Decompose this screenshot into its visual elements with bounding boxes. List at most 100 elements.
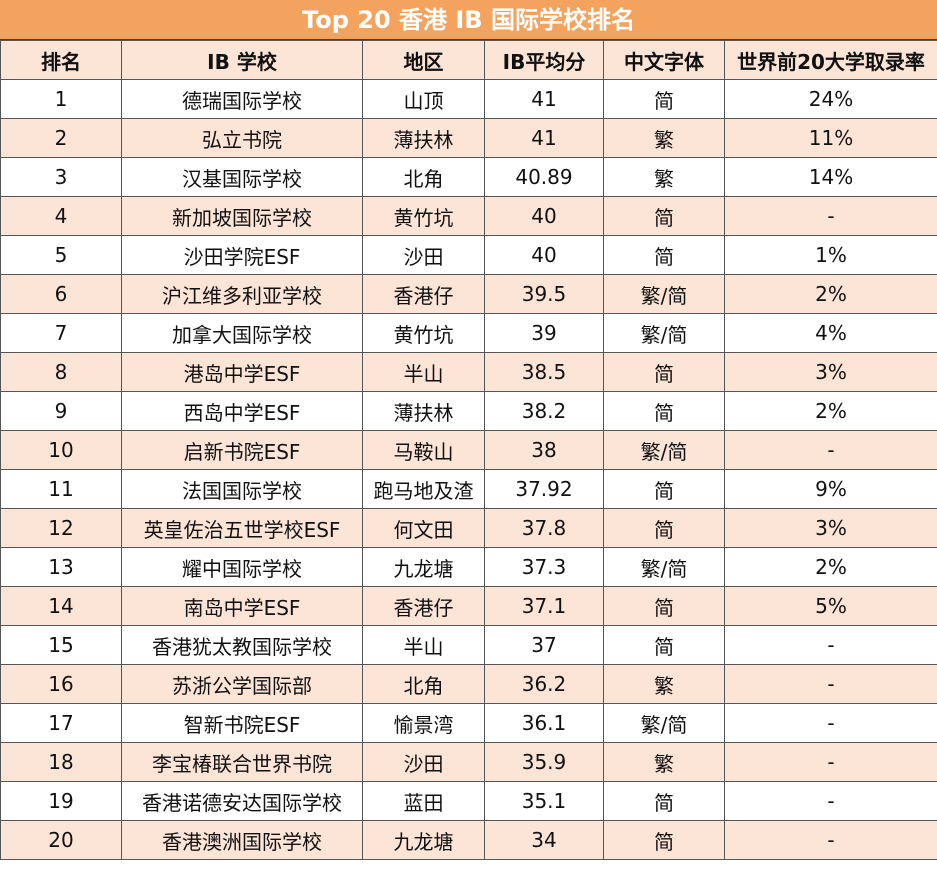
table-cell: 14 — [0, 586, 122, 626]
table-cell: 繁/简 — [603, 313, 725, 353]
table-cell: 加拿大国际学校 — [121, 313, 363, 353]
table-cell: 马鞍山 — [362, 430, 485, 470]
table-cell: 简 — [603, 391, 725, 431]
table-cell: 8 — [0, 352, 122, 392]
table-cell: 34 — [484, 820, 604, 860]
table-cell: 40.89 — [484, 157, 604, 197]
table-cell: 41 — [484, 79, 604, 119]
table-cell: 何文田 — [362, 508, 485, 548]
table-cell: 3% — [724, 508, 937, 548]
table-cell: 沙田 — [362, 235, 485, 275]
table-row: 13 耀中国际学校 九龙塘 37.3 繁/简 2% — [0, 547, 937, 587]
table-cell: 香港犹太教国际学校 — [121, 625, 363, 665]
header-cell: 世界前20大学取录率 — [724, 40, 937, 80]
table-cell: 7 — [0, 313, 122, 353]
table-cell: 38 — [484, 430, 604, 470]
table-cell: 37.8 — [484, 508, 604, 548]
table-cell: 2% — [724, 391, 937, 431]
table-cell: 薄扶林 — [362, 118, 485, 158]
table-cell: 39 — [484, 313, 604, 353]
table-cell: 9% — [724, 469, 937, 509]
table-cell: 李宝椿联合世界书院 — [121, 742, 363, 782]
table-cell: 简 — [603, 79, 725, 119]
table-cell: 香港澳洲国际学校 — [121, 820, 363, 860]
table-cell: 36.1 — [484, 703, 604, 743]
table-cell: 5% — [724, 586, 937, 626]
table-row: 15 香港犹太教国际学校 半山 37 简 - — [0, 625, 937, 665]
table-cell: 38.2 — [484, 391, 604, 431]
table-row: 20 香港澳洲国际学校 九龙塘 34 简 - — [0, 820, 937, 860]
table-cell: 启新书院ESF — [121, 430, 363, 470]
table-cell: 半山 — [362, 352, 485, 392]
table-cell: 37.1 — [484, 586, 604, 626]
header-cell: 地区 — [362, 40, 485, 80]
table-cell: 17 — [0, 703, 122, 743]
table-cell: 繁 — [603, 157, 725, 197]
table-cell: 41 — [484, 118, 604, 158]
table-row: 10 启新书院ESF 马鞍山 38 繁/简 - — [0, 430, 937, 470]
table-cell: 35.9 — [484, 742, 604, 782]
table-cell: 繁/简 — [603, 703, 725, 743]
table-row: 12 英皇佐治五世学校ESF 何文田 37.8 简 3% — [0, 508, 937, 548]
table-cell: 37.3 — [484, 547, 604, 587]
table-row: 1 德瑞国际学校 山顶 41 简 24% — [0, 79, 937, 119]
ranking-table: 排名 IB 学校 地区 IB平均分 中文字体 世界前20大学取录率 1 德瑞国际学校 山顶 41… — [0, 40, 937, 860]
table-cell: 19 — [0, 781, 122, 821]
table-row: 14 南岛中学ESF 香港仔 37.1 简 5% — [0, 586, 937, 626]
table-cell: 蓝田 — [362, 781, 485, 821]
table-cell: 简 — [603, 781, 725, 821]
table-cell: 智新书院ESF — [121, 703, 363, 743]
header-cell: 中文字体 — [603, 40, 725, 80]
table-cell: 24% — [724, 79, 937, 119]
table-cell: 38.5 — [484, 352, 604, 392]
table-cell: 5 — [0, 235, 122, 275]
table-cell: 简 — [603, 235, 725, 275]
table-cell: 4 — [0, 196, 122, 236]
table-cell: - — [724, 820, 937, 860]
table-cell: 繁 — [603, 118, 725, 158]
table-cell: - — [724, 703, 937, 743]
table-cell: 13 — [0, 547, 122, 587]
table-row: 7 加拿大国际学校 黄竹坑 39 繁/简 4% — [0, 313, 937, 353]
table-row: 18 李宝椿联合世界书院 沙田 35.9 繁 - — [0, 742, 937, 782]
table-cell: - — [724, 664, 937, 704]
table-cell: 1% — [724, 235, 937, 275]
table-cell: 耀中国际学校 — [121, 547, 363, 587]
table-cell: 35.1 — [484, 781, 604, 821]
table-cell: 11% — [724, 118, 937, 158]
table-cell: 繁/简 — [603, 274, 725, 314]
table-cell: 40 — [484, 196, 604, 236]
table-cell: 简 — [603, 469, 725, 509]
table-cell: 繁 — [603, 664, 725, 704]
header-cell: IB 学校 — [121, 40, 363, 80]
table-cell: 简 — [603, 586, 725, 626]
table-cell: 9 — [0, 391, 122, 431]
table-cell: 繁 — [603, 742, 725, 782]
table-cell: 20 — [0, 820, 122, 860]
table-row: 2 弘立书院 薄扶林 41 繁 11% — [0, 118, 937, 158]
table-row: 6 沪江维多利亚学校 香港仔 39.5 繁/简 2% — [0, 274, 937, 314]
table-cell: 香港仔 — [362, 586, 485, 626]
table-cell: 3 — [0, 157, 122, 197]
table-cell: 九龙塘 — [362, 820, 485, 860]
table-cell: 北角 — [362, 664, 485, 704]
table-cell: 1 — [0, 79, 122, 119]
table-cell: 半山 — [362, 625, 485, 665]
table-cell: 港岛中学ESF — [121, 352, 363, 392]
table-cell: 12 — [0, 508, 122, 548]
table-cell: 山顶 — [362, 79, 485, 119]
table-cell: 汉基国际学校 — [121, 157, 363, 197]
table-cell: 九龙塘 — [362, 547, 485, 587]
table-cell: 37 — [484, 625, 604, 665]
table-cell: 沪江维多利亚学校 — [121, 274, 363, 314]
table-cell: 简 — [603, 352, 725, 392]
table-cell: 香港诺德安达国际学校 — [121, 781, 363, 821]
table-cell: - — [724, 781, 937, 821]
table-row: 4 新加坡国际学校 黄竹坑 40 简 - — [0, 196, 937, 236]
table-cell: 39.5 — [484, 274, 604, 314]
table-cell: 2% — [724, 274, 937, 314]
table-cell: 南岛中学ESF — [121, 586, 363, 626]
table-cell: 18 — [0, 742, 122, 782]
table-cell: 黄竹坑 — [362, 196, 485, 236]
